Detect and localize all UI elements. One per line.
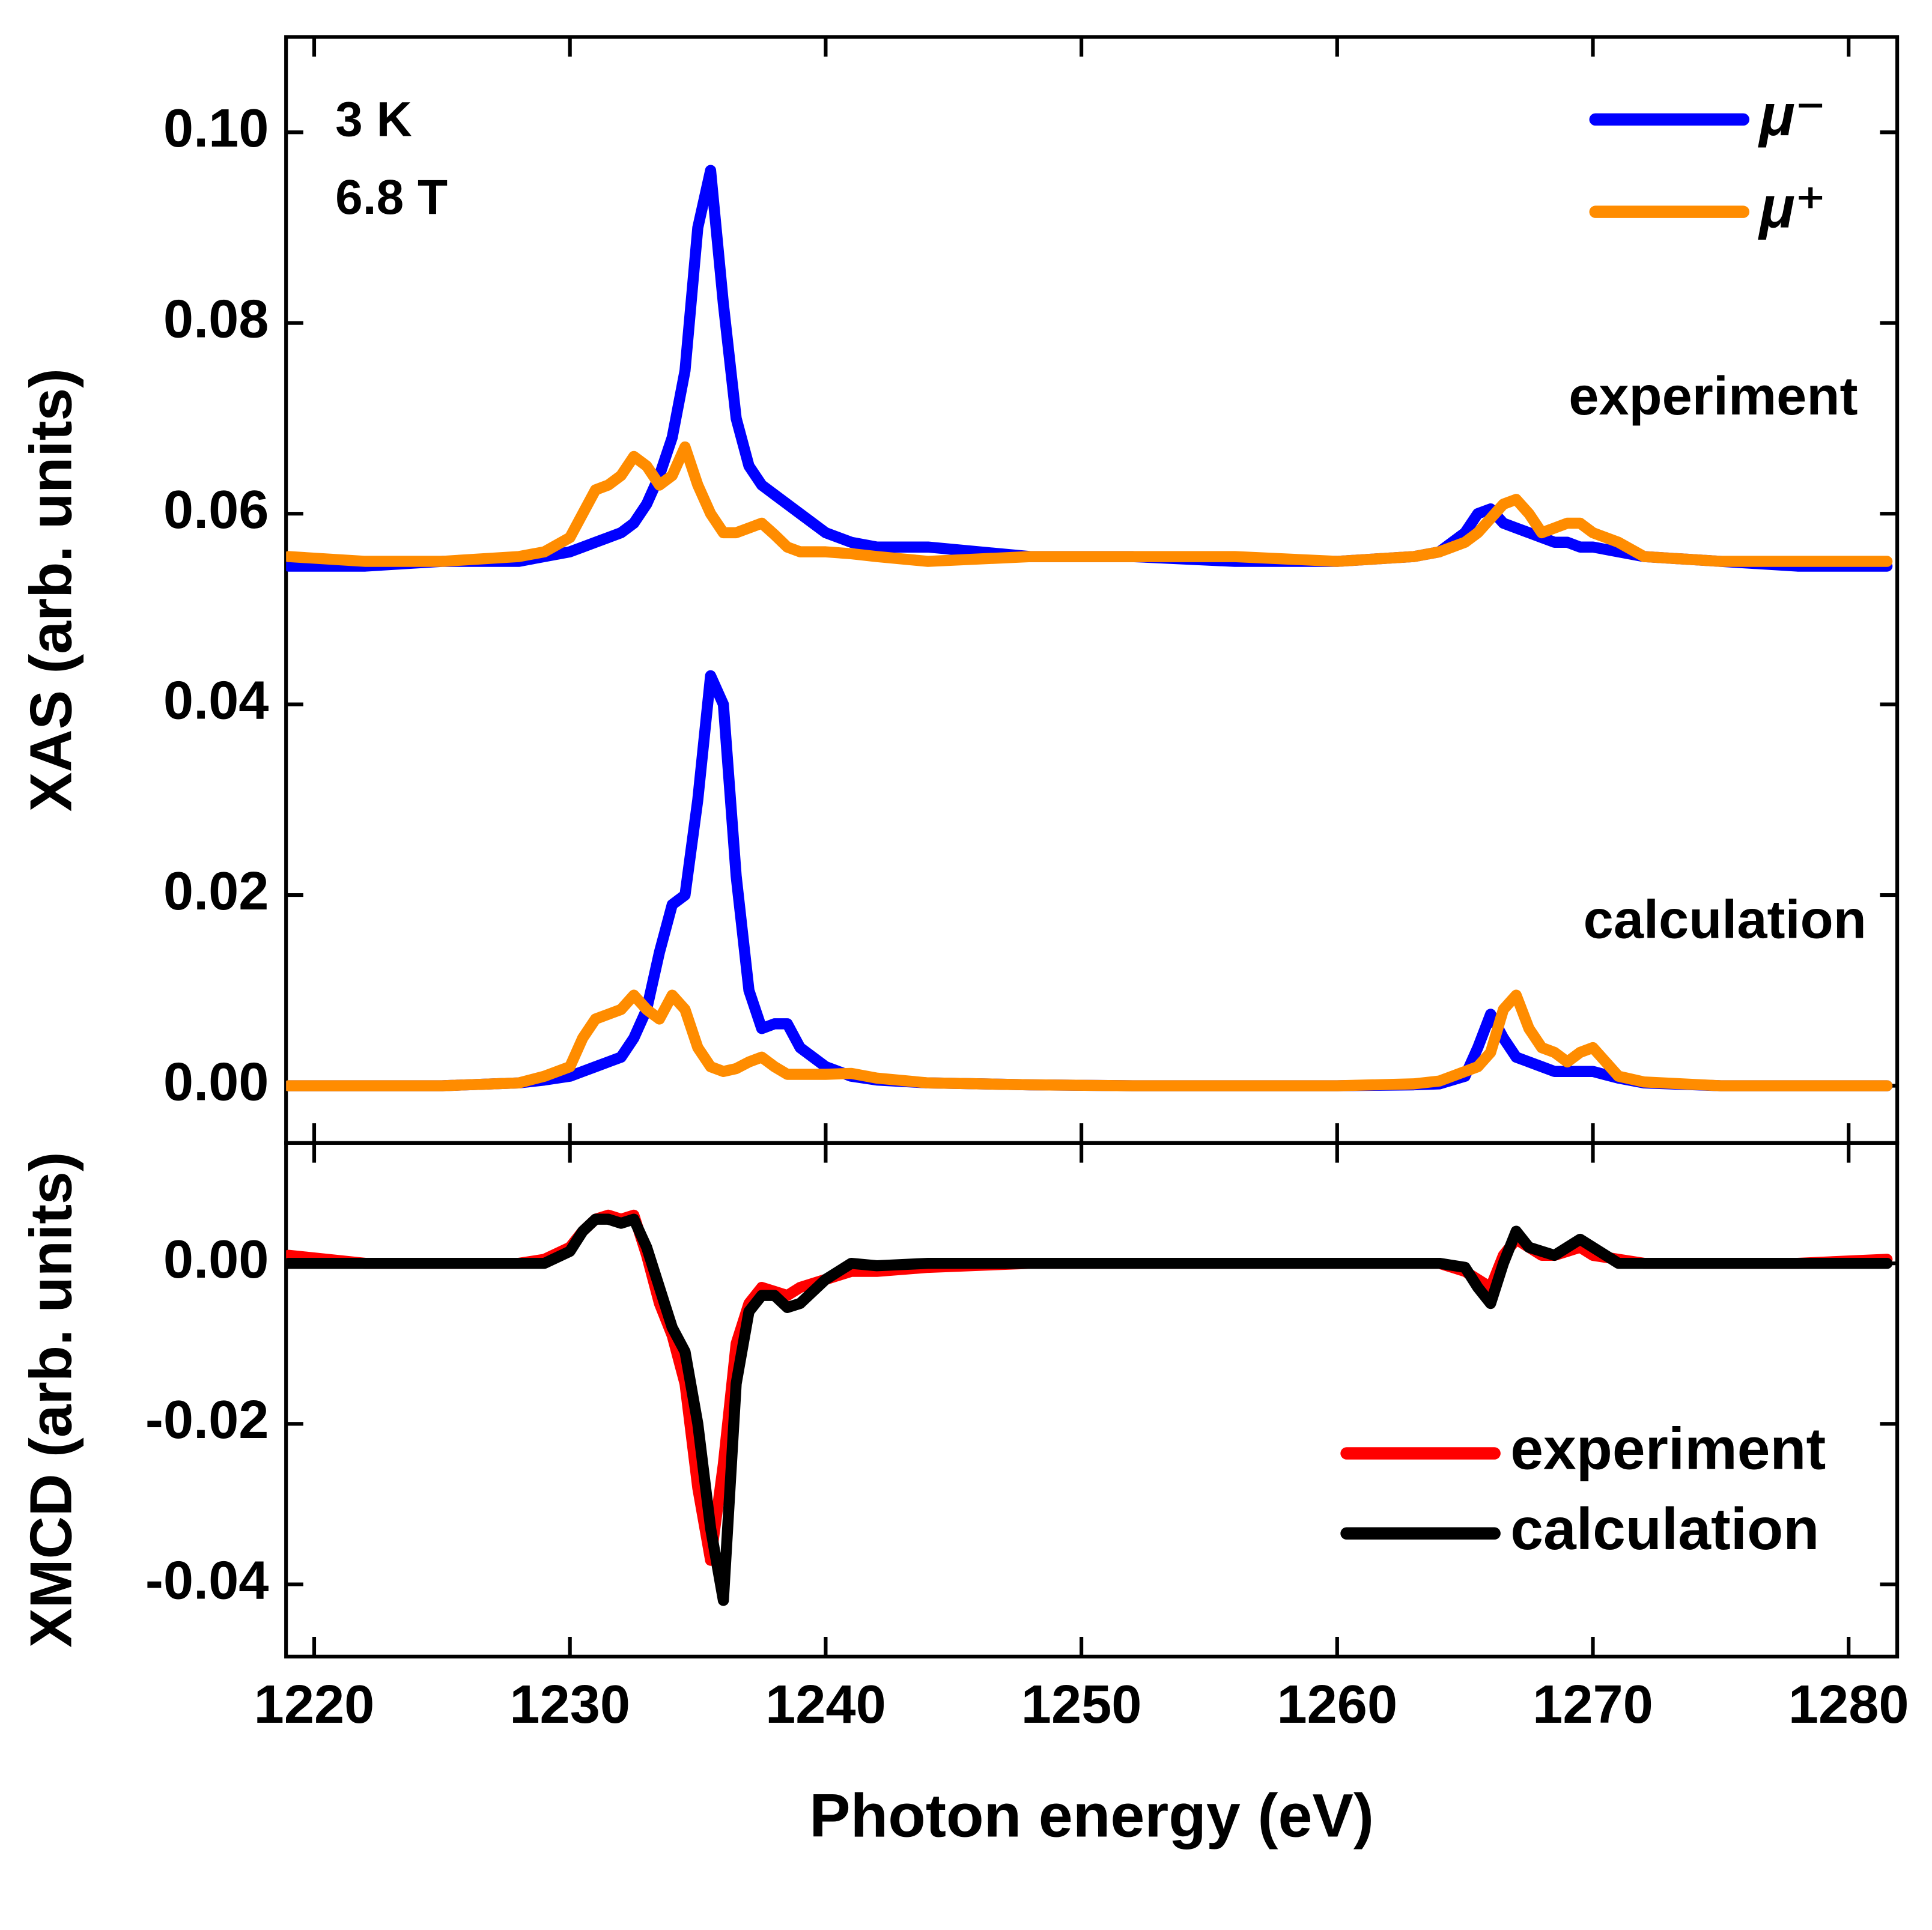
y-tick-label: 0.00 [163,1051,269,1112]
annotation: experiment [1569,366,1858,426]
x-tick-label: 1260 [1277,1674,1397,1735]
series-line [286,1213,1893,1606]
x-tick-label: 1230 [509,1674,630,1735]
y-tick-label: 0.06 [163,479,269,540]
x-tick-label: 1270 [1533,1674,1653,1735]
y-tick-label: -0.02 [145,1389,269,1450]
plot-frame [284,35,1900,1145]
x-tick-label: 1280 [1788,1674,1909,1735]
plot-frame [284,1141,1900,1658]
y-tick-label: 0.04 [163,670,269,730]
series-line [286,165,1893,572]
series-line [286,441,1893,567]
y-tick-label: 0.10 [163,98,269,159]
annotation: calculation [1584,890,1867,950]
x-tick-label: 1240 [765,1674,886,1735]
y-tick-label: 0.08 [163,289,269,350]
legend-label: calculation [1510,1496,1819,1562]
series-line [286,670,1893,1091]
annotation: 6.8 T [335,170,448,225]
legend-label: experiment [1510,1415,1826,1481]
legend-label: μ⁺ [1757,174,1826,240]
y-tick-label: -0.04 [145,1550,269,1610]
series-line [286,989,1893,1091]
legend-label: μ⁻ [1757,82,1826,148]
y-axis-label: XMCD (arb. units) [18,1152,84,1648]
plot-area [286,1209,1893,1606]
y-tick-label: 0.00 [163,1229,269,1290]
x-axis-label: Photon energy (eV) [809,1781,1374,1850]
plot-area [286,165,1893,1091]
x-tick-label: 1220 [254,1674,375,1735]
annotation: 3 K [335,93,412,147]
x-tick-label: 1250 [1021,1674,1142,1735]
y-tick-label: 0.02 [163,861,269,921]
y-axis-label: XAS (arb. units) [18,368,84,812]
